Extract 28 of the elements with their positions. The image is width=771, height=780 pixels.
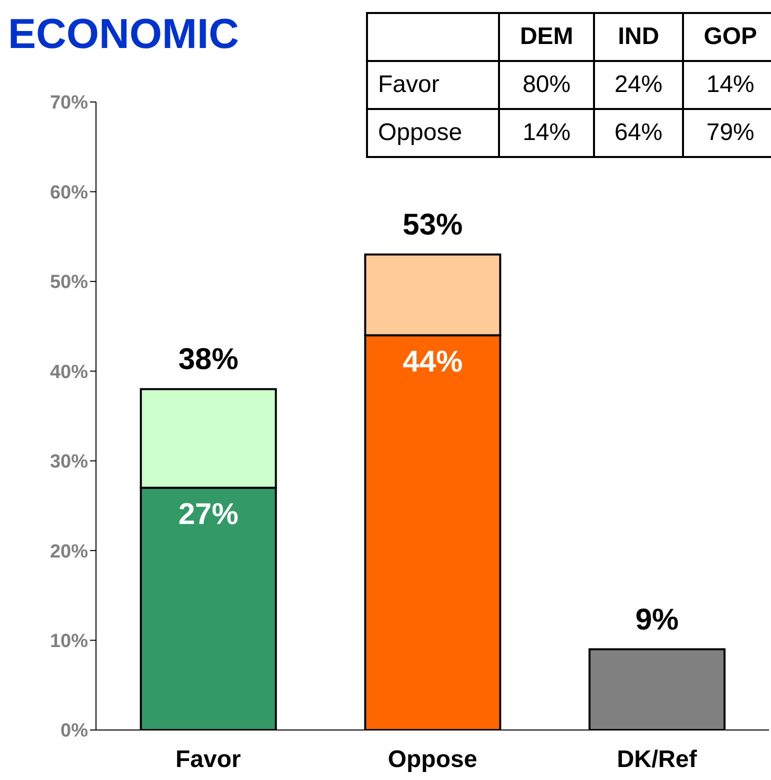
data-label: 27%	[178, 498, 238, 531]
y-tick-label: 60%	[50, 182, 88, 204]
text: 24%	[614, 71, 662, 98]
y-tick-label: 10%	[50, 631, 88, 652]
y-tick-label: 40%	[50, 362, 88, 383]
category-label: Oppose	[378, 119, 462, 146]
category-label: DEM	[499, 13, 594, 61]
total-label: 9%	[635, 603, 679, 636]
x-tick-label: Favor	[175, 746, 241, 774]
y-tick-label: 50%	[50, 272, 88, 294]
text: 14%	[522, 119, 571, 146]
y-tick-label: 30%	[50, 452, 88, 473]
total-label: 53%	[402, 208, 463, 242]
category-label: IND	[594, 13, 683, 61]
category-label: Favor	[378, 71, 440, 98]
chart-title: ECONOMIC	[8, 10, 239, 58]
text: 64%	[614, 119, 662, 146]
y-tick-label: 20%	[50, 541, 88, 562]
x-tick-label: DK/Ref	[616, 746, 698, 774]
x-tick-label: Oppose	[388, 746, 478, 774]
y-tick-label: 70%	[50, 92, 88, 114]
category-label: GOP	[682, 13, 771, 61]
text: 14%	[706, 71, 754, 98]
total-label: 38%	[178, 343, 238, 376]
y-tick-label: 0%	[60, 720, 88, 742]
text: 79%	[706, 119, 754, 146]
text: 80%	[522, 71, 571, 98]
data-label: 44%	[402, 345, 463, 378]
